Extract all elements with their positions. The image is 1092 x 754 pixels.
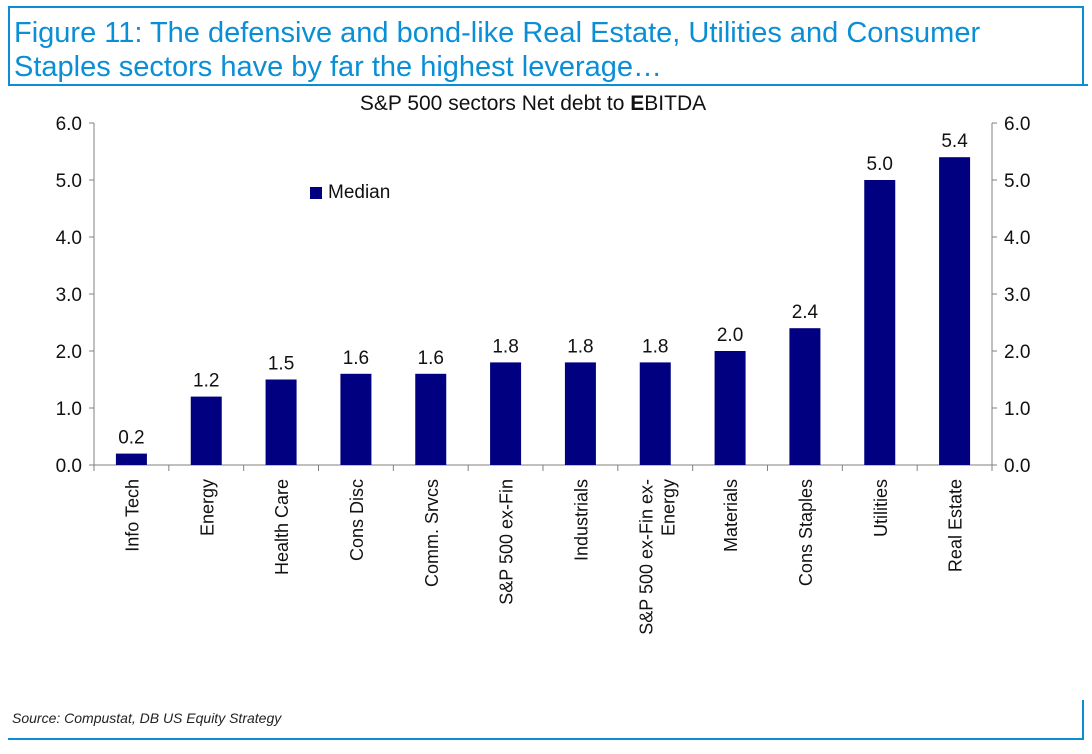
- x-tick-label-line: Materials: [721, 479, 741, 552]
- x-tick-label: Real Estate: [946, 479, 966, 572]
- data-label: 1.8: [642, 336, 668, 357]
- x-tick-label-line: S&P 500 ex-Fin ex-: [636, 479, 656, 635]
- data-label: 5.4: [941, 131, 968, 152]
- data-label: 2.4: [792, 302, 819, 323]
- x-tick-label: Health Care: [272, 479, 292, 575]
- x-tick-label: Industrials: [571, 479, 591, 561]
- y-tick-label-right: 2.0: [1004, 342, 1030, 363]
- y-tick-label-right: 0.0: [1004, 456, 1030, 477]
- bar-10: [789, 328, 821, 465]
- y-tick-label-left: 3.0: [56, 285, 82, 306]
- bar-5: [415, 373, 447, 465]
- data-label: 1.6: [343, 348, 369, 369]
- x-tick-label: Cons Staples: [796, 479, 816, 586]
- y-tick-label-left: 4.0: [56, 228, 82, 249]
- bar-3: [265, 379, 297, 465]
- bar-6: [490, 362, 522, 465]
- chart-title-suffix: BITDA: [644, 92, 706, 115]
- x-tick-label-line: Utilities: [871, 479, 891, 537]
- x-tick-label-line: Info Tech: [122, 479, 142, 552]
- bar-11: [864, 180, 896, 465]
- bar-2: [190, 396, 222, 465]
- x-tick-label: Utilities: [871, 479, 891, 537]
- x-tick-label: Comm. Srvcs: [422, 479, 442, 587]
- bar-9: [714, 351, 746, 465]
- y-tick-label-right: 6.0: [1004, 114, 1030, 135]
- y-tick-label-left: 1.0: [56, 399, 82, 420]
- x-tick-label: S&P 500 ex-Fin: [497, 479, 517, 605]
- figure-frame-top: [8, 6, 1084, 8]
- data-label: 1.6: [418, 348, 444, 369]
- data-label: 2.0: [717, 325, 743, 346]
- title-divider: [8, 84, 1088, 86]
- x-tick-label: Cons Disc: [347, 479, 367, 561]
- bottom-divider: [8, 738, 1084, 740]
- chart-title-bold: E: [630, 92, 644, 115]
- figure-frame-left: [8, 6, 10, 84]
- x-tick-label-line: Cons Staples: [796, 479, 816, 586]
- y-tick-label-right: 5.0: [1004, 171, 1030, 192]
- frame-corner: [1082, 700, 1084, 740]
- x-tick-label-line: Cons Disc: [347, 479, 367, 561]
- bar-8: [639, 362, 671, 465]
- x-tick-label-line: Health Care: [272, 479, 292, 575]
- y-tick-label-right: 4.0: [1004, 228, 1030, 249]
- data-label: 0.2: [118, 428, 144, 449]
- figure-title: Figure 11: The defensive and bond-like R…: [14, 17, 981, 83]
- chart-title: S&P 500 sectors Net debt to EBITDA: [360, 92, 706, 115]
- bar-7: [564, 362, 596, 465]
- x-tick-label-line: Industrials: [571, 479, 591, 561]
- bar-chart: S&P 500 sectors Net debt to EBITDA 0.0 0.0…: [56, 92, 1031, 635]
- x-tick-label: Materials: [721, 479, 741, 552]
- bar-12: [939, 157, 971, 465]
- legend-label: Median: [328, 182, 390, 203]
- chart-title-prefix: S&P 500 sectors Net debt to: [360, 92, 630, 115]
- y-tick-label-left: 0.0: [56, 456, 82, 477]
- data-label: 1.8: [567, 336, 593, 357]
- y-tick-label-left: 2.0: [56, 342, 82, 363]
- bar-4: [340, 373, 372, 465]
- y-tick-label-right: 1.0: [1004, 399, 1030, 420]
- y-tick-label-right: 3.0: [1004, 285, 1030, 306]
- data-label: 1.5: [268, 354, 294, 375]
- legend-swatch: [310, 187, 322, 199]
- x-tick-label: Energy: [197, 479, 217, 536]
- data-label: 5.0: [867, 154, 893, 175]
- figure-frame-right: [1082, 6, 1084, 84]
- x-tick-label: S&P 500 ex-Fin ex- Energy: [636, 479, 678, 635]
- y-tick-label-left: 6.0: [56, 114, 82, 135]
- x-tick-label-line: Real Estate: [946, 479, 966, 572]
- data-label: 1.2: [193, 371, 219, 392]
- x-tick-label-line: Energy: [197, 479, 217, 536]
- bar-1: [115, 453, 147, 465]
- x-tick-label-line: S&P 500 ex-Fin: [497, 479, 517, 605]
- source-note: Source: Compustat, DB US Equity Strategy: [12, 710, 282, 726]
- x-tick-label-line: Comm. Srvcs: [422, 479, 442, 587]
- data-label: 1.8: [492, 336, 518, 357]
- x-tick-label: Info Tech: [122, 479, 142, 552]
- y-tick-label-left: 5.0: [56, 171, 82, 192]
- x-tick-label-line: Energy: [658, 479, 678, 536]
